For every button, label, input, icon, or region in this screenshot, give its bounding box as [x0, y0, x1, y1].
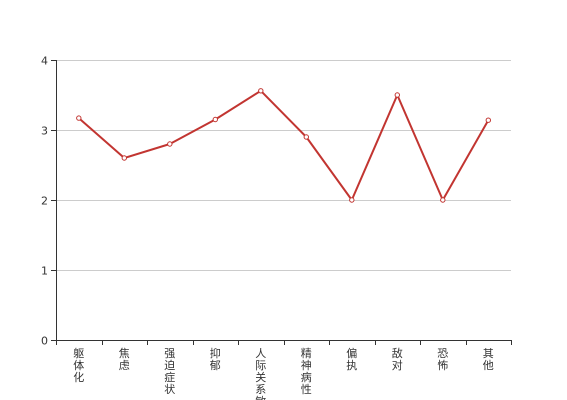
y-tick-label: 4 — [41, 55, 48, 68]
x-category-label: 敌对 — [392, 346, 403, 372]
x-category-label: 偏执 — [346, 346, 357, 372]
x-category-label: 焦虑 — [119, 347, 130, 372]
data-point — [349, 197, 355, 203]
series — [76, 88, 491, 203]
data-point — [303, 134, 309, 140]
series-line — [78, 89, 490, 201]
x-tick-labels: 躯体化 焦虑 强迫症状 抑郁 人际关系敏感 精神病性 偏执 敌对 恐怖 其他 — [73, 346, 494, 400]
y-tick-label: 3 — [41, 125, 48, 138]
x-category-label: 人际关系敏感 — [255, 347, 266, 400]
data-point — [394, 92, 400, 98]
grid-lines — [56, 60, 511, 271]
data-point — [440, 197, 446, 203]
data-point — [258, 88, 264, 94]
x-category-label: 恐怖 — [437, 347, 448, 372]
y-tick-label: 0 — [41, 335, 48, 348]
y-tick-label: 2 — [41, 195, 48, 208]
x-category-label: 其他 — [483, 347, 494, 372]
data-point — [167, 141, 173, 147]
x-category-label: 抑郁 — [210, 346, 221, 372]
axes — [51, 60, 512, 345]
y-tick-labels: 0 1 2 3 4 — [41, 55, 48, 348]
x-category-label: 躯体化 — [73, 347, 84, 384]
data-point — [76, 115, 82, 121]
x-category-label: 精神病性 — [301, 347, 312, 396]
y-tick-label: 1 — [41, 265, 48, 278]
x-category-label: 强迫症状 — [164, 347, 175, 396]
data-point — [212, 116, 219, 123]
data-point — [485, 117, 491, 123]
data-point — [121, 155, 128, 161]
